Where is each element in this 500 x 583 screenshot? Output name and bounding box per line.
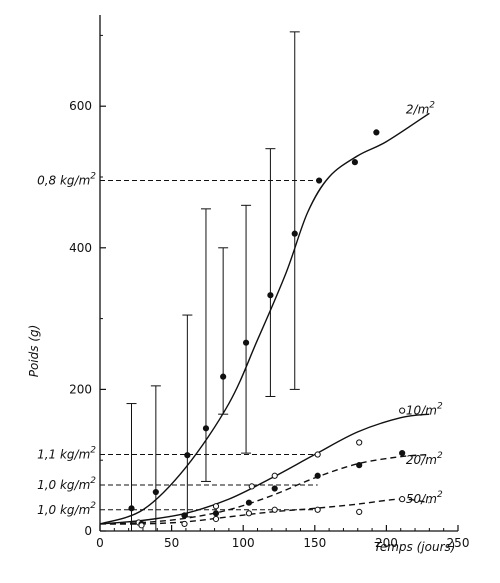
data-point — [181, 512, 188, 519]
data-point — [315, 177, 323, 184]
reference-line-label: 1,0 kg/m2 — [37, 501, 96, 517]
series-curve — [99, 413, 430, 525]
data-point — [138, 522, 145, 529]
data-point — [184, 452, 191, 459]
y-tick-label: 400 — [69, 241, 92, 255]
x-axis-label: Temps (jours) — [374, 540, 455, 554]
series-label: 20/m2 — [406, 451, 443, 467]
data-point — [356, 508, 363, 515]
x-axis-label-text: Temps (jours) — [374, 540, 455, 554]
y-tick-label: 600 — [69, 99, 92, 113]
error-bars — [126, 31, 300, 532]
labels: Temps (jours) Poids (g) 2/m2 10/m2 20/m2 50… — [27, 101, 455, 554]
data-point — [291, 230, 298, 237]
reference-line-label: 0,8 kg/m2 — [37, 172, 96, 188]
series-curve — [99, 112, 430, 525]
data-point — [220, 373, 227, 380]
series-curve — [99, 453, 430, 525]
x-tick-label: 250 — [447, 536, 470, 550]
data-point — [245, 510, 253, 517]
y-axis-label-text: Poids (g) — [27, 325, 41, 378]
series-label: 2/m2 — [406, 101, 435, 117]
data-point — [356, 439, 363, 446]
reference-line-label: 1,1 kg/m2 — [37, 446, 96, 462]
data-point — [245, 499, 253, 506]
y-axis-label: Poids (g) — [27, 325, 41, 378]
x-tick-label: 50 — [164, 536, 179, 550]
data-point — [399, 450, 406, 457]
data-point — [314, 451, 321, 458]
data-point — [356, 462, 363, 469]
data-point — [212, 503, 220, 510]
data-point — [212, 515, 220, 523]
data-point — [271, 506, 278, 513]
data-point — [373, 129, 380, 136]
data-point — [242, 339, 250, 346]
data-point — [271, 472, 278, 479]
axes: 0 50 100 150 200 250 0 200 400 600 — [69, 15, 469, 550]
x-tick-label: 200 — [375, 536, 398, 550]
reference-lines: 0,8 kg/m2 1,1 kg/m2 1,0 kg/m2 1,0 kg/m2 — [37, 172, 320, 517]
y-tick-label: 200 — [69, 382, 92, 396]
reference-line-label: 1,0 kg/m2 — [37, 476, 96, 492]
data-point — [152, 488, 159, 496]
data-point — [351, 159, 358, 166]
y-tick-label: 0 — [84, 524, 92, 538]
data-point — [314, 472, 321, 479]
data-point — [128, 505, 135, 512]
data-points — [128, 129, 406, 529]
fitted-curves — [99, 112, 430, 525]
data-point — [399, 407, 406, 414]
x-tick-label: 100 — [232, 536, 255, 550]
x-tick-label: 0 — [96, 536, 104, 550]
series-curve — [99, 498, 430, 525]
data-point — [202, 425, 210, 432]
data-point — [267, 292, 274, 299]
data-point — [248, 483, 255, 490]
data-point — [399, 496, 406, 503]
data-point — [181, 520, 188, 528]
series-label: 50/m2 — [406, 490, 443, 506]
series-label: 10/m2 — [406, 402, 443, 418]
data-point — [314, 506, 321, 513]
data-point — [212, 510, 220, 517]
x-tick-label: 150 — [303, 536, 326, 550]
data-point — [271, 485, 278, 492]
